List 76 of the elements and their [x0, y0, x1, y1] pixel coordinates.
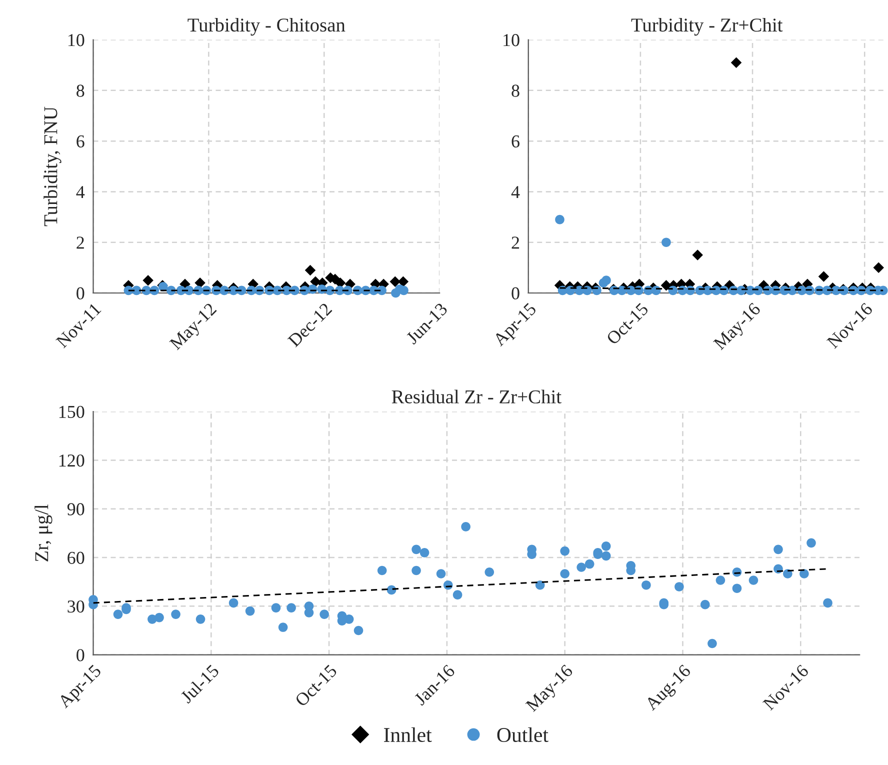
y-tick-label: 90 [67, 503, 84, 516]
point [584, 559, 594, 569]
point [555, 214, 564, 224]
y-tick-label: 2 [512, 236, 520, 249]
point [484, 567, 494, 577]
point [602, 276, 611, 285]
point [245, 606, 255, 616]
point [420, 548, 430, 558]
point [732, 584, 742, 594]
y-tick-label: 0 [76, 649, 84, 662]
point [700, 600, 710, 610]
point [716, 576, 726, 585]
point [461, 522, 470, 532]
point [674, 582, 684, 592]
point [399, 286, 408, 296]
y-tick-label: 4 [511, 186, 520, 198]
point [708, 638, 717, 648]
y-tick-label: 4 [76, 186, 85, 198]
point [354, 626, 364, 636]
point [271, 603, 281, 612]
point [560, 569, 570, 578]
point [601, 551, 611, 561]
point [774, 544, 783, 554]
point [304, 264, 316, 276]
point [818, 271, 830, 282]
chart-title: Residual Zr - Zr+Chit [392, 390, 562, 404]
y-tick-label: 60 [68, 552, 84, 564]
point [196, 614, 206, 624]
y-tick-label: 120 [59, 454, 84, 467]
y-tick-label: 10 [68, 34, 84, 46]
point [377, 286, 386, 296]
chart-title: Turbidity - Zr+Chit [631, 18, 783, 36]
y-tick-label: 8 [512, 84, 520, 97]
point [194, 277, 206, 288]
point [320, 610, 329, 619]
y-axis-title: Zr, μg/l [34, 504, 52, 562]
y-tick-label: 150 [59, 406, 84, 418]
point [452, 590, 462, 600]
point [436, 569, 446, 578]
y-tick-label: 0 [76, 287, 84, 300]
point [398, 276, 409, 287]
point [154, 612, 164, 622]
point [228, 598, 238, 608]
point [113, 610, 123, 619]
chart-title: Turbidity - Chitosan [188, 18, 346, 36]
point [412, 566, 421, 576]
point [171, 610, 180, 619]
y-axis-title: Turbidity, FNU [44, 106, 62, 226]
point [412, 544, 421, 554]
point [377, 566, 387, 576]
point [286, 603, 296, 612]
point [748, 576, 758, 585]
point [730, 57, 742, 68]
y-tick-label: 30 [68, 600, 84, 613]
point [692, 250, 703, 260]
y-tick-label: 2 [76, 236, 84, 249]
point [601, 542, 611, 551]
point [806, 538, 816, 548]
point [823, 598, 832, 608]
point [304, 608, 314, 618]
legend-label: Innlet [384, 727, 432, 742]
point [873, 262, 884, 274]
point [560, 546, 570, 556]
y-tick-label: 8 [76, 84, 84, 97]
y-tick-label: 6 [512, 135, 520, 148]
point [390, 276, 400, 287]
y-tick-label: 6 [76, 135, 84, 148]
y-tick-label: 10 [504, 34, 520, 46]
legend-label: Outlet [497, 727, 548, 742]
point [642, 580, 651, 590]
point [576, 562, 586, 572]
point [662, 238, 671, 248]
y-tick-label: 0 [512, 287, 520, 300]
point [535, 580, 545, 590]
point [278, 622, 288, 632]
point [142, 274, 154, 286]
